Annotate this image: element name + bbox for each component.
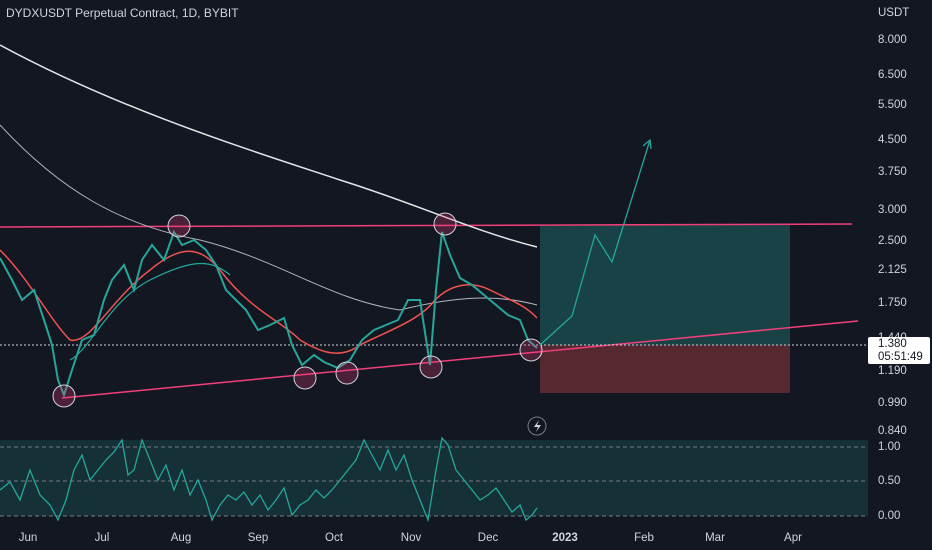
- oscillator-labels: 1.00 0.50 0.00: [878, 441, 900, 522]
- price-tick-label: 0.990: [878, 397, 907, 409]
- pivot-markers: [52, 212, 543, 408]
- time-tick-label: Apr: [784, 532, 802, 544]
- ma-short-up: [69, 263, 231, 361]
- time-tick-label: Feb: [634, 532, 654, 544]
- time-axis: [0, 525, 932, 550]
- oscillator-band: [0, 440, 868, 516]
- time-tick-label: Mar: [705, 532, 725, 544]
- time-tick-label: Nov: [401, 532, 422, 544]
- profit-zone: [540, 225, 790, 345]
- price-tick-label: 5.500: [878, 99, 907, 111]
- projection-arrow: [642, 138, 652, 150]
- price-tick-label: 1.750: [878, 297, 907, 309]
- price-tick-label: 2.125: [878, 264, 907, 276]
- time-tick-label: Jul: [95, 532, 110, 544]
- last-price: 1.380: [878, 338, 907, 350]
- chart-title: DYDXUSDT Perpetual Contract, 1D, BYBIT: [6, 6, 239, 20]
- price-tick-label: 6.500: [878, 69, 907, 81]
- price-tick-label: 2.500: [878, 235, 907, 247]
- ma-long: [0, 44, 538, 248]
- ma-mid: [0, 124, 538, 311]
- time-labels: Jun Jul Aug Sep Oct Nov Dec 2023 Feb Mar Apr: [19, 532, 802, 544]
- time-tick-label: Aug: [171, 532, 191, 544]
- last-price-box: [868, 337, 930, 364]
- time-tick-label: 2023: [552, 532, 578, 544]
- price-tick-label: 8.000: [878, 34, 907, 46]
- oscillator-tick-label: 1.00: [878, 441, 900, 453]
- time-tick-label: Dec: [478, 532, 499, 544]
- price-tick-label: 0.840: [878, 425, 907, 437]
- price-tick-label: 4.500: [878, 134, 907, 146]
- ma-short: [0, 249, 538, 354]
- currency-label: USDT: [878, 7, 909, 19]
- loss-zone: [540, 345, 790, 393]
- price-axis: [868, 0, 932, 550]
- time-tick-label: Sep: [248, 532, 268, 544]
- projection-path: [539, 139, 651, 346]
- event-bolt: [534, 420, 541, 432]
- time-tick-label: Oct: [325, 532, 344, 544]
- price-tick-label: 1.190: [878, 365, 907, 377]
- oscillator-tick-label: 0.50: [878, 475, 900, 487]
- support-line: [61, 320, 859, 399]
- price-path: [0, 229, 538, 398]
- oscillator-line: [0, 436, 538, 523]
- resistance-line: [0, 223, 853, 228]
- countdown: 05:51:49: [878, 351, 923, 363]
- price-tick-label: 3.750: [878, 166, 907, 178]
- price-tick-label: 3.000: [878, 204, 907, 216]
- time-tick-label: Jun: [19, 532, 38, 544]
- oscillator-tick-label: 0.00: [878, 510, 900, 522]
